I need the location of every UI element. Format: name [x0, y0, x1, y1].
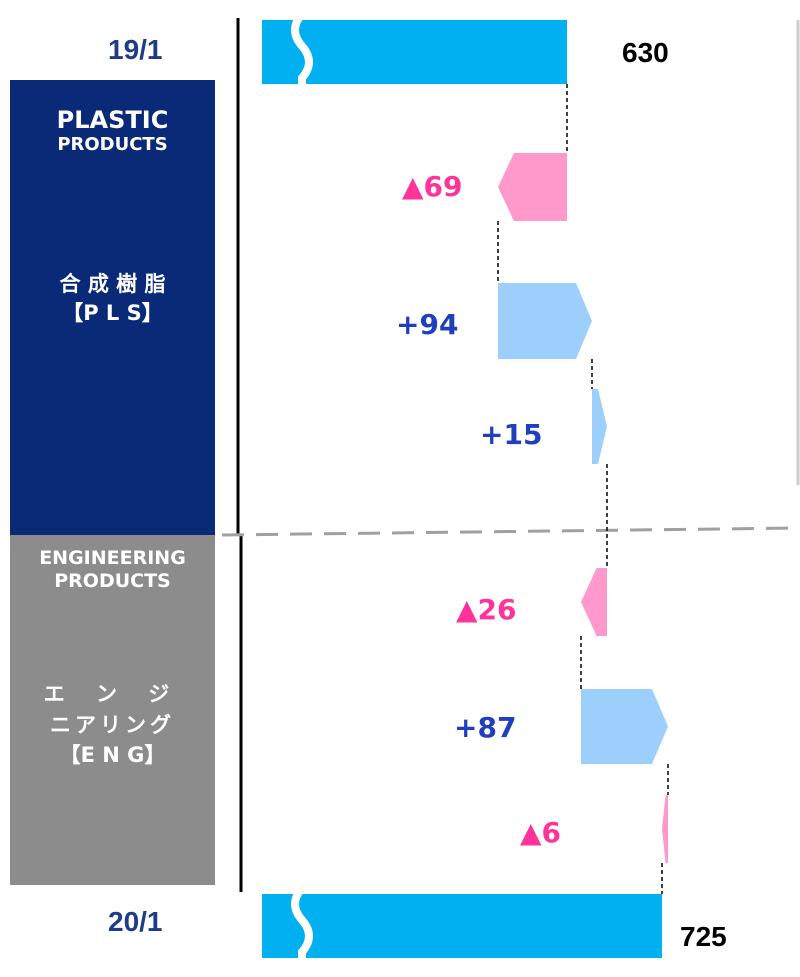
- segment-panel-eng: ENGINEERING PRODUCTS エ ン ジ ニアリング 【E N G】: [10, 535, 215, 885]
- start-total-bar: [262, 20, 567, 84]
- segment-eng-japanese-line2: ニアリング: [50, 713, 175, 737]
- segment-divider: [221, 526, 800, 537]
- start-total-value-label: 630: [622, 37, 669, 68]
- step-value-label-4: ▲26: [456, 593, 517, 626]
- step-value-label-3: +15: [480, 418, 542, 451]
- segment-pls-japanese-line2: 【P L S】: [62, 301, 163, 325]
- end-date-label: 20/1: [108, 906, 163, 937]
- step-bar-2: [498, 283, 592, 359]
- step-bar-1: [498, 153, 567, 221]
- segment-pls-english-line2: PRODUCTS: [57, 134, 168, 155]
- step-bar-5: [581, 689, 668, 764]
- end-total-break-mark: [291, 884, 313, 964]
- start-date-label: 19/1: [108, 34, 163, 65]
- end-total-value-label: 725: [680, 921, 727, 952]
- segment-pls-english-line1: PLASTIC: [56, 106, 169, 134]
- segment-eng-japanese-line3: 【E N G】: [59, 743, 166, 767]
- step-bar-4: [581, 568, 607, 636]
- segment-eng-english-line2: PRODUCTS: [54, 570, 171, 592]
- step-value-label-2: +94: [396, 308, 458, 341]
- step-value-label-6: ▲6: [520, 816, 561, 849]
- end-total-bar: [262, 894, 662, 958]
- step-value-label-5: +87: [454, 711, 516, 744]
- segment-panel-pls: PLASTIC PRODUCTS 合 成 樹 脂 【P L S】: [10, 80, 215, 535]
- step-bar-6: [662, 795, 668, 863]
- step-bar-3: [592, 389, 607, 464]
- step-value-label-1: ▲69: [402, 170, 463, 203]
- segment-eng-english-line1: ENGINEERING: [39, 547, 186, 569]
- segment-eng-japanese-line1: エ ン ジ: [43, 682, 182, 706]
- start-total-break-mark: [291, 10, 313, 90]
- segment-pls-japanese-line1: 合 成 樹 脂: [59, 272, 166, 296]
